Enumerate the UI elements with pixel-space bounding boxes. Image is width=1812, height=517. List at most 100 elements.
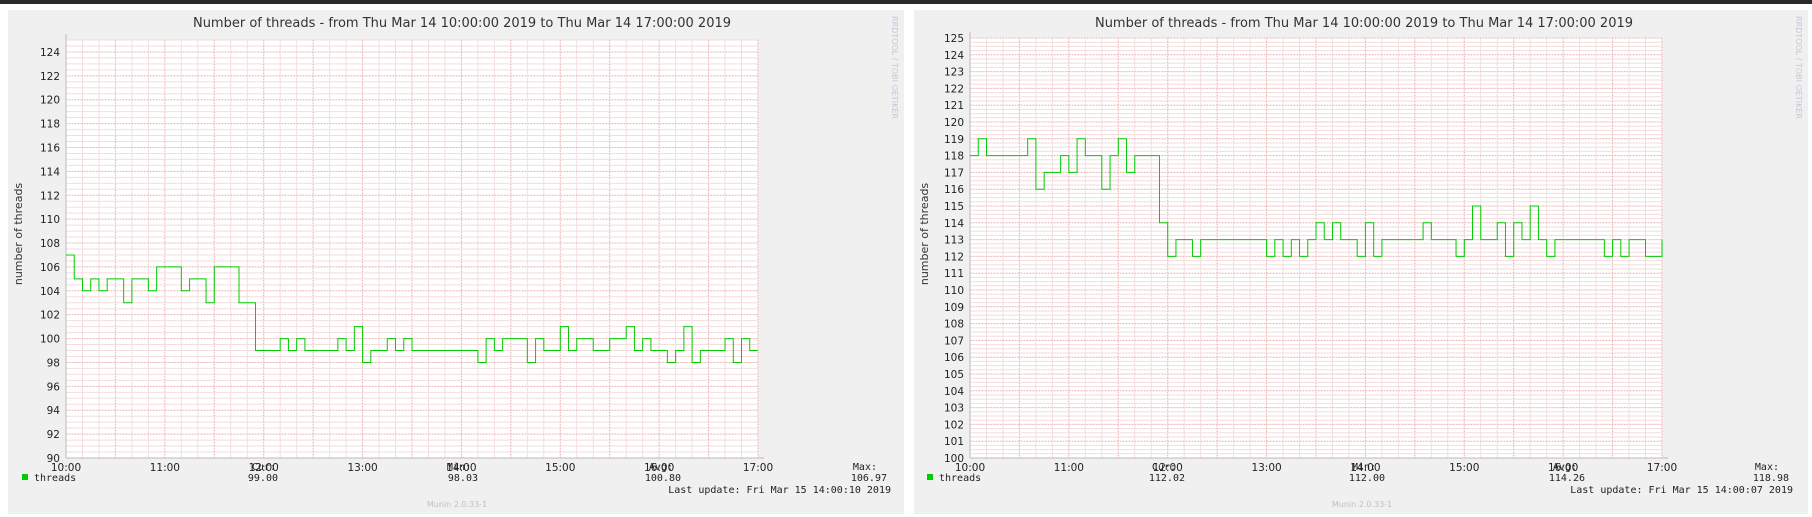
chart-panel-2: Number of threads - from Thu Mar 14 10:0…: [914, 10, 1808, 514]
legend-min-label: Min:: [1352, 462, 1376, 473]
y-tick-label: 118: [40, 119, 60, 131]
legend-cur-value: 99.00: [248, 473, 278, 484]
y-tick-label: 112: [944, 251, 964, 263]
y-tick-label: 113: [944, 235, 964, 247]
x-ticks: 10:00 11:00 12:00 13:00 14:00 15:00 16:00 17:00: [51, 462, 773, 474]
y-tick-label: 104: [944, 386, 964, 398]
y-tick-label: 124: [40, 47, 60, 59]
chart-panel-1: Number of threads - from Thu Mar 14 10:0…: [8, 10, 904, 514]
threads-chart-1: Number of threads - from Thu Mar 14 10:0…: [12, 16, 899, 509]
y-tick-label: 114: [944, 218, 964, 230]
legend-avg-label: Avg:: [649, 462, 673, 473]
y-tick-label: 122: [40, 71, 60, 83]
y-tick-label: 118: [944, 151, 964, 163]
y-tick-label: 100: [944, 453, 964, 465]
y-tick-label: 117: [944, 167, 964, 179]
legend-cur-label: Cur:: [252, 462, 276, 473]
y-tick-label: 100: [40, 334, 60, 346]
legend-max-label: Max:: [853, 462, 877, 473]
y-tick-label: 94: [47, 405, 61, 417]
x-tick-label: 14:00: [1350, 462, 1380, 474]
x-tick-label: 13:00: [1251, 462, 1281, 474]
threads-chart-2: Number of threads - from Thu Mar 14 10:0…: [918, 16, 1803, 509]
chart-title: Number of threads - from Thu Mar 14 10:0…: [1095, 16, 1633, 31]
y-axis-label: number of threads: [12, 183, 25, 286]
last-update: Last update: Fri Mar 15 14:00:10 2019: [668, 485, 891, 496]
footer-version: Munin 2.0.33-1: [427, 500, 487, 509]
legend-series-name: threads: [939, 473, 981, 484]
legend-swatch: [22, 474, 28, 480]
y-tick-label: 122: [944, 83, 964, 95]
y-tick-label: 115: [944, 201, 964, 213]
legend-max-label: Max:: [1755, 462, 1779, 473]
y-tick-label: 124: [944, 50, 964, 62]
y-tick-label: 102: [40, 310, 60, 322]
x-tick-label: 13:00: [347, 462, 377, 474]
x-tick-label: 14:00: [446, 462, 476, 474]
y-tick-label: 110: [40, 214, 60, 226]
legend-cur-label: Cur:: [1152, 462, 1176, 473]
x-tick-label: 17:00: [1647, 462, 1677, 474]
legend-min-value: 112.00: [1349, 473, 1385, 484]
legend-series-name: threads: [34, 473, 76, 484]
y-tick-label: 104: [40, 286, 60, 298]
y-tick-label: 108: [944, 319, 964, 331]
y-tick-label: 98: [47, 357, 60, 369]
y-tick-label: 90: [47, 453, 60, 465]
y-tick-label: 120: [944, 117, 964, 129]
threads-line: [66, 254, 758, 363]
x-ticks: 10:00 11:00 12:00 13:00 14:00 15:00 16:00 17:00: [955, 462, 1677, 474]
y-tick-label: 106: [944, 352, 964, 364]
y-tick-label: 120: [40, 95, 60, 107]
x-tick-label: 11:00: [1054, 462, 1084, 474]
y-tick-label: 123: [944, 67, 964, 79]
y-tick-label: 121: [944, 100, 964, 112]
y-ticks: 100 101 102 103 104 105 106 107 108 109 110 111 112 1…: [944, 33, 964, 465]
top-bar: [0, 0, 1812, 4]
x-tick-label: 15:00: [1449, 462, 1479, 474]
legend-avg-value: 114.26: [1549, 473, 1585, 484]
y-tick-label: 106: [40, 262, 60, 274]
legend-max-value: 106.97: [851, 473, 887, 484]
legend-max-value: 118.98: [1753, 473, 1789, 484]
x-tick-label: 12:00: [249, 462, 279, 474]
x-tick-label: 11:00: [150, 462, 180, 474]
x-tick-label: 16:00: [1548, 462, 1578, 474]
y-ticks: 90 92 94 96 98 100 102 104 106 108 110 112 114 116 118…: [40, 47, 60, 465]
y-tick-label: 102: [944, 419, 964, 431]
y-tick-label: 109: [944, 302, 964, 314]
side-watermark: RRDTOOL / TOBI OETIKER: [890, 16, 899, 119]
y-tick-label: 110: [944, 285, 964, 297]
series-line: [66, 254, 758, 363]
y-tick-label: 114: [40, 166, 60, 178]
y-tick-label: 116: [40, 142, 60, 154]
chart-title: Number of threads - from Thu Mar 14 10:0…: [193, 16, 731, 31]
y-tick-label: 112: [40, 190, 60, 202]
last-update: Last update: Fri Mar 15 14:00:07 2019: [1570, 485, 1793, 496]
y-tick-label: 119: [944, 134, 964, 146]
y-tick-label: 125: [944, 33, 964, 45]
y-tick-label: 107: [944, 335, 964, 347]
x-tick-label: 17:00: [743, 462, 773, 474]
plot-grid: [65, 34, 764, 459]
y-tick-label: 116: [944, 184, 964, 196]
legend-swatch: [927, 474, 933, 480]
footer-version: Munin 2.0.33-1: [1332, 500, 1392, 509]
legend-cur-value: 112.02: [1149, 473, 1185, 484]
plot-grid: [969, 32, 1668, 459]
y-tick-label: 108: [40, 238, 60, 250]
x-tick-label: 10:00: [51, 462, 81, 474]
y-tick-label: 92: [47, 429, 60, 441]
y-tick-label: 96: [47, 381, 61, 393]
legend-avg-label: Avg:: [1553, 462, 1577, 473]
x-tick-label: 10:00: [955, 462, 985, 474]
legend-min-label: Min:: [447, 462, 471, 473]
side-watermark: RRDTOOL / TOBI OETIKER: [1794, 16, 1803, 119]
y-tick-label: 103: [944, 403, 964, 415]
series-line: [970, 138, 1663, 257]
x-tick-label: 16:00: [644, 462, 674, 474]
threads-line: [970, 138, 1663, 257]
y-tick-label: 111: [944, 268, 964, 280]
y-tick-label: 101: [944, 436, 964, 448]
x-tick-label: 12:00: [1153, 462, 1183, 474]
